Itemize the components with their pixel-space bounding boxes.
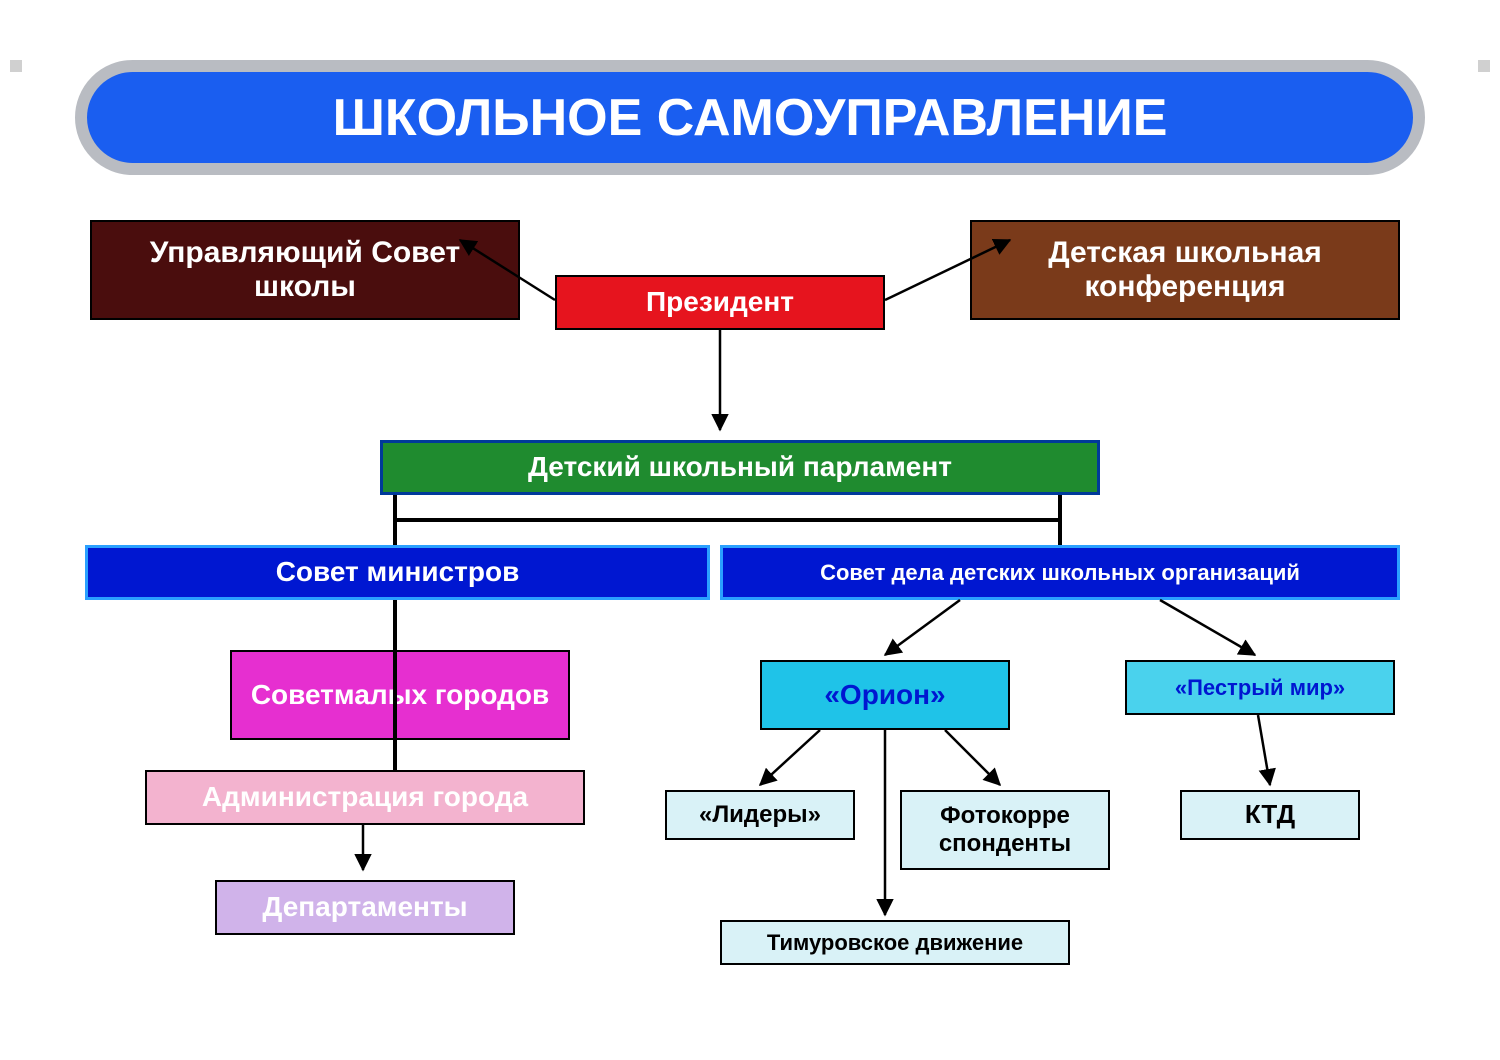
node-departments: Департаменты [215,880,515,935]
node-ktd: КТД [1180,790,1360,840]
decor-dot [1478,60,1490,72]
node-orgcouncil: Совет дела детских школьных организаций [720,545,1400,600]
node-president: Президент [555,275,885,330]
node-ministers: Совет министров [85,545,710,600]
node-timur: Тимуровское движение [720,920,1070,965]
node-parliament: Детский школьный парламент [380,440,1100,495]
node-council: Управляющий Совет школы [90,220,520,320]
decor-dot [10,60,22,72]
node-photo: Фотокорре спонденты [900,790,1110,870]
node-orion: «Орион» [760,660,1010,730]
node-conference: Детская школьная конференция [970,220,1400,320]
node-smallcities: Советмалых городов [230,650,570,740]
node-admin: Администрация города [145,770,585,825]
diagram-stage: ШКОЛЬНОЕ САМОУПРАВЛЕНИЕ Управляющий Сове… [0,0,1500,1060]
node-leaders: «Лидеры» [665,790,855,840]
node-pestry: «Пестрый мир» [1125,660,1395,715]
title-pill: ШКОЛЬНОЕ САМОУПРАВЛЕНИЕ [75,60,1425,175]
